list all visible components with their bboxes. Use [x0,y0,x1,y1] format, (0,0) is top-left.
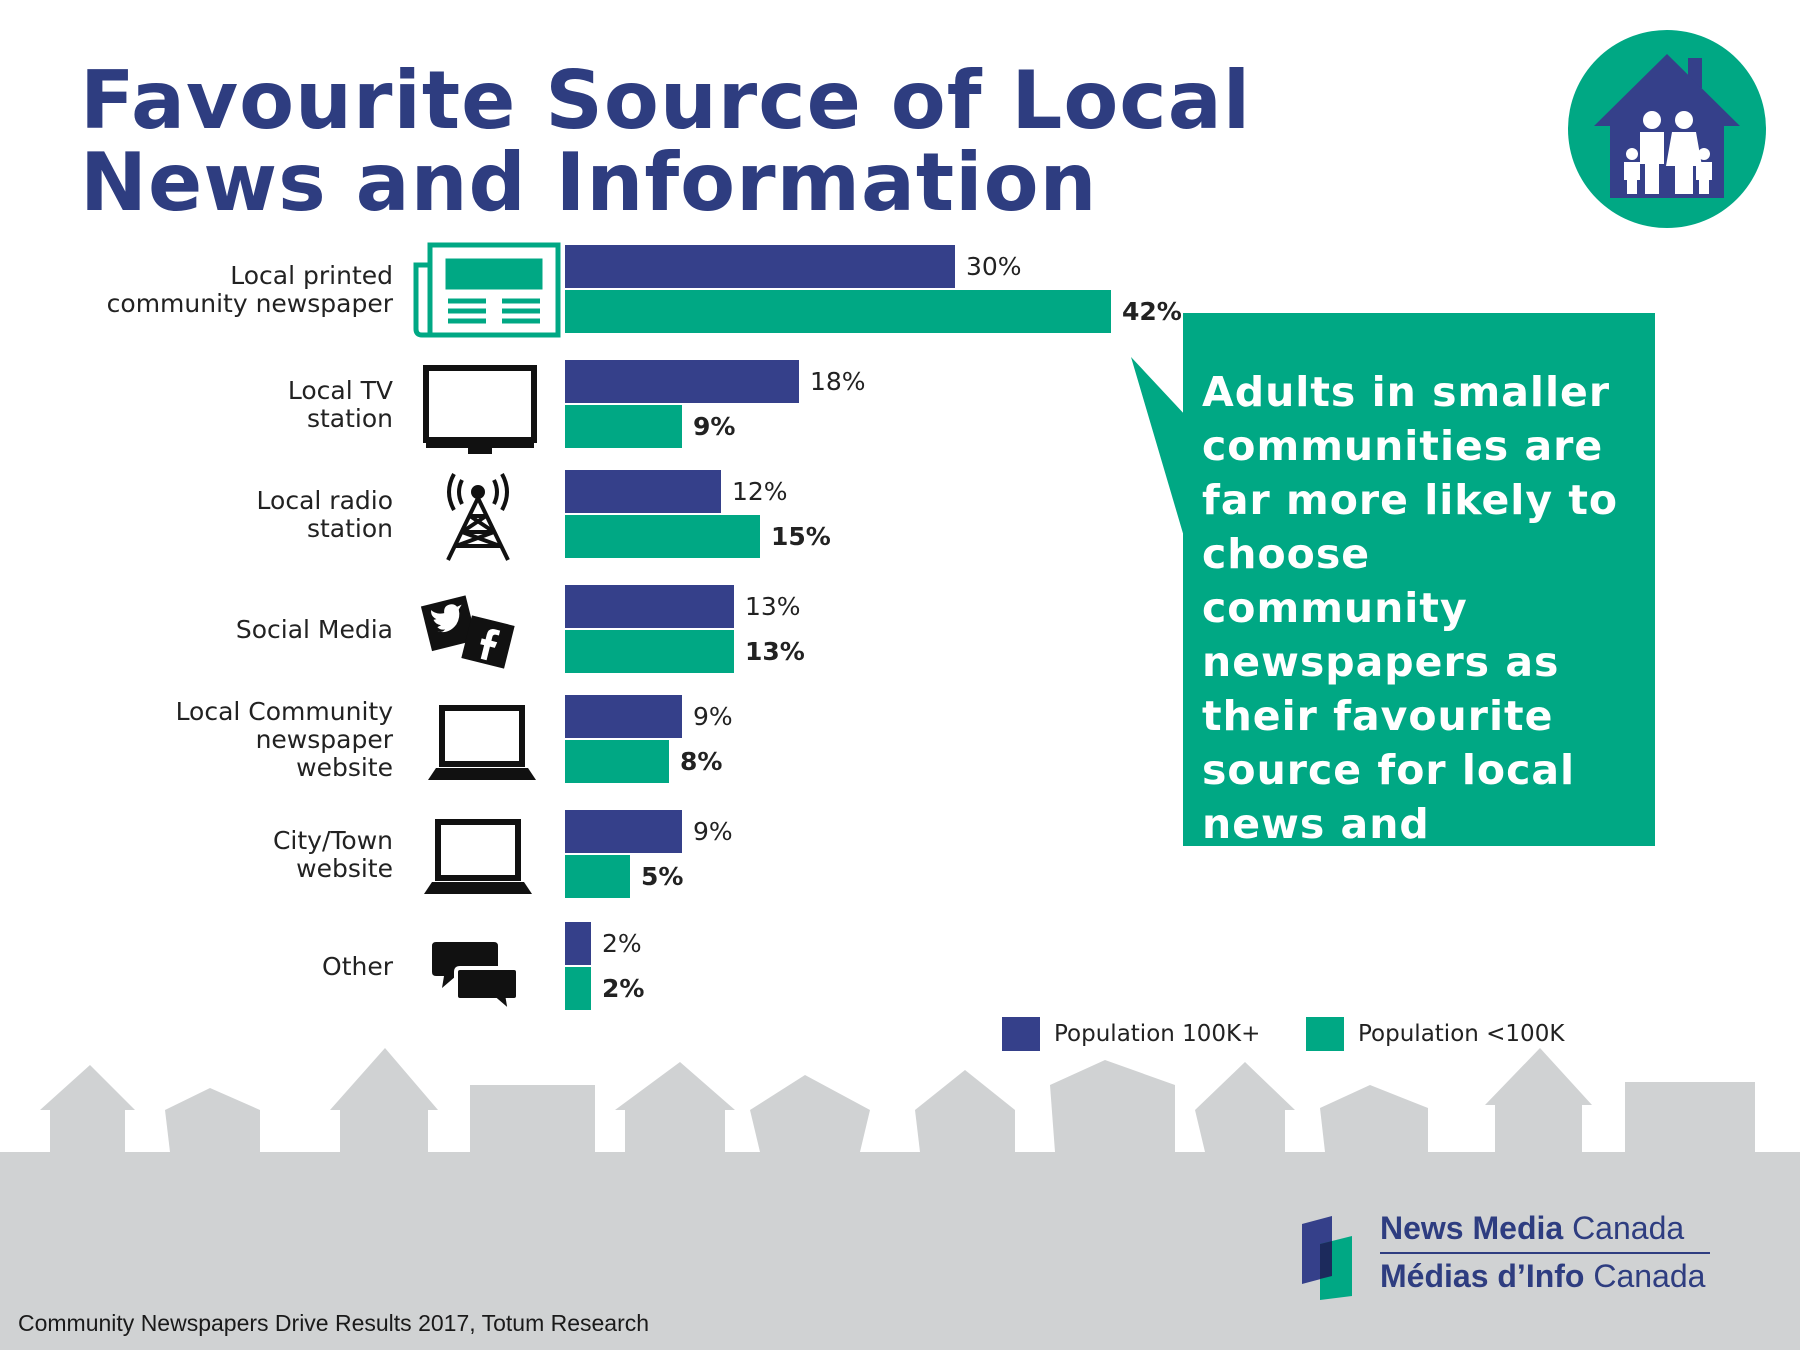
data-label: 9% [693,817,733,846]
bar-population-under-100k [565,405,682,448]
data-label: 42% [1122,297,1182,326]
bar-population-100k-plus [565,245,955,288]
data-label: 30% [966,252,1022,281]
data-label: 18% [810,367,866,396]
bar-population-under-100k [565,855,630,898]
bar-population-under-100k [565,967,591,1010]
category-label: website [296,753,393,782]
category-label: City/Town [273,826,393,855]
bar-population-100k-plus [565,470,721,513]
laptop-icon [424,819,532,894]
category-label: Local radio [257,486,393,515]
chat-bubbles-icon [432,942,520,1018]
legend-swatch [1306,1017,1344,1051]
legend-label: Population 100K+ [1054,1021,1261,1047]
bar-population-100k-plus [565,695,682,738]
data-label: 9% [693,412,735,441]
category-label: website [296,854,393,883]
data-label: 15% [771,522,831,551]
logo-english-name: News Media Canada [1380,1210,1685,1246]
callout-background [1183,313,1655,846]
callout-box: Adults in smaller communities are far mo… [1131,313,1655,902]
category-label: station [307,514,393,543]
category-label: Local TV [288,376,393,405]
news-media-canada-logo: News Media Canada Médias d’Info Canada [1302,1208,1722,1318]
bar-population-under-100k [565,515,760,558]
family-house-icon [1568,30,1766,228]
legend-swatch [1002,1017,1040,1051]
logo-french-name: Médias d’Info Canada [1380,1258,1706,1294]
house-skyline-illustration [0,1048,1800,1350]
data-label: 2% [602,974,644,1003]
data-label: 8% [680,747,722,776]
bar-population-100k-plus [565,360,799,403]
data-label: 9% [693,702,733,731]
laptop-icon [428,705,536,780]
callout-pointer [1131,357,1187,547]
category-label: newspaper [256,725,394,754]
data-label: 5% [641,862,683,891]
bar-population-100k-plus [565,810,682,853]
data-label: 13% [745,592,801,621]
bar-population-under-100k [565,630,734,673]
source-citation: Community Newspapers Drive Results 2017,… [18,1310,650,1336]
category-label: Other [322,952,394,981]
page-title: Favourite Source of Local News and Infor… [80,54,1252,229]
bar-population-100k-plus [565,922,591,965]
legend-label: Population <100K [1358,1021,1565,1047]
newspaper-icon [413,242,561,338]
radio-tower-icon [446,473,510,561]
callout-text: Adults in smaller communities are far mo… [1202,368,1619,902]
category-label: station [307,404,393,433]
category-label: Local Community [176,697,394,726]
logo-mark-icon [1302,1216,1352,1300]
legend-item-large-population: Population 100K+ [1002,1016,1260,1052]
data-label: 2% [602,929,642,958]
category-label: Social Media [236,615,393,644]
bar-population-100k-plus [565,585,734,628]
tv-icon [423,365,537,454]
logo-divider [1380,1252,1710,1254]
bar-population-under-100k [565,290,1111,333]
bar-population-under-100k [565,740,669,783]
social-media-icon [420,595,515,669]
legend-item-small-population: Population <100K [1306,1016,1564,1052]
category-label: community newspaper [107,289,394,318]
category-label: Local printed [230,261,393,290]
data-label: 13% [745,637,805,666]
data-label: 12% [732,477,788,506]
